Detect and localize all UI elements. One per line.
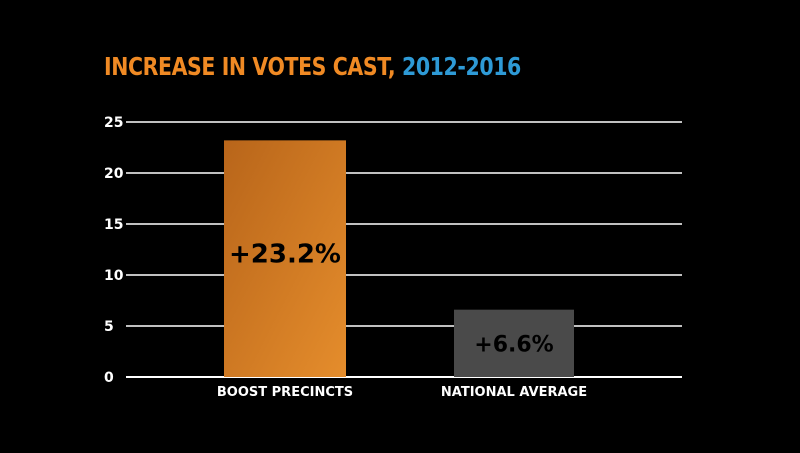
x-axis-categories: BOOST PRECINCTS NATIONAL AVERAGE [217, 385, 587, 400]
y-tick-label-25: 25 [104, 115, 123, 131]
y-axis-ticks: 0 5 10 15 20 25 [104, 115, 124, 386]
y-tick-label-0: 0 [104, 370, 114, 386]
y-tick-label-10: 10 [104, 268, 124, 284]
bar-boost-precincts [224, 140, 346, 377]
chart-title-main: INCREASE IN VOTES CAST, [104, 52, 396, 81]
data-label-boost-precincts: +23.2% [229, 240, 341, 270]
data-label-national-average: +6.6% [474, 332, 553, 357]
category-label-boost-precincts: BOOST PRECINCTS [217, 385, 353, 400]
category-label-national-average: NATIONAL AVERAGE [441, 385, 587, 400]
y-tick-label-20: 20 [104, 166, 124, 182]
bars: +23.2% +6.6% [224, 140, 574, 377]
y-tick-label-5: 5 [104, 319, 114, 335]
chart-title: INCREASE IN VOTES CAST, 2012-2016 [104, 52, 521, 81]
y-tick-label-15: 15 [104, 217, 123, 233]
chart-title-years: 2012-2016 [401, 52, 521, 81]
gridlines [126, 121, 682, 378]
bar-national-average [454, 309, 574, 377]
